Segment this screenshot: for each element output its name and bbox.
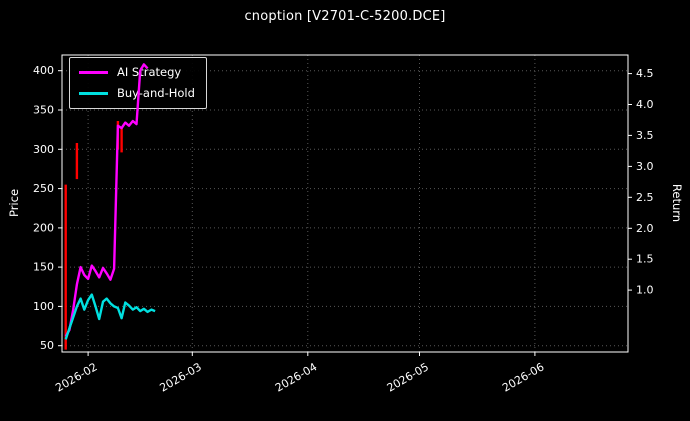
svg-text:2026-06: 2026-06	[500, 360, 546, 394]
y-axis-left-tick-label: 150	[33, 261, 54, 274]
x-axis-tick-label: 2026-03	[157, 360, 203, 394]
y-axis-left-tick-label: 350	[33, 104, 54, 117]
y-axis-right-tick-label: 3.0	[636, 160, 654, 173]
legend-item-buy-and-hold: Buy-and-Hold	[79, 86, 195, 100]
x-axis-tick-label: 2026-04	[273, 360, 319, 394]
y-axis-left-tick-label: 400	[33, 64, 54, 77]
svg-text:2026-03: 2026-03	[157, 360, 203, 394]
y-axis-right-tick-label: 4.5	[636, 67, 654, 80]
y-axis-left-tick-label: 250	[33, 182, 54, 195]
y-axis-left-tick-label: 300	[33, 143, 54, 156]
legend: AI Strategy Buy-and-Hold	[69, 57, 207, 109]
y-axis-right-tick-label: 1.0	[636, 284, 654, 297]
y-axis-left-tick-label: 50	[40, 339, 54, 352]
buy-and-hold-line-swatch	[79, 91, 108, 95]
x-axis-tick-label: 2026-02	[53, 360, 99, 394]
svg-text:2026-05: 2026-05	[385, 360, 431, 394]
x-axis-tick-label: 2026-06	[500, 360, 546, 394]
legend-item-ai-strategy: AI Strategy	[79, 65, 195, 79]
x-axis-tick-label: 2026-05	[385, 360, 431, 394]
y-axis-label-return: Return	[670, 183, 684, 223]
y-axis-right-tick-label: 1.5	[636, 253, 654, 266]
y-axis-left-tick-label: 200	[33, 221, 54, 234]
page-title: cnoption [V2701-C-5200.DCE]	[244, 9, 446, 24]
y-axis-right-tick-label: 2.5	[636, 191, 654, 204]
y-axis-label-price: Price	[7, 188, 21, 218]
svg-text:2026-02: 2026-02	[53, 360, 99, 394]
legend-label-buy-and-hold: Buy-and-Hold	[117, 86, 195, 100]
legend-label-ai-strategy: AI Strategy	[117, 65, 182, 79]
y-axis-right-tick-label: 2.0	[636, 222, 654, 235]
y-axis-right-tick-label: 4.0	[636, 98, 654, 111]
y-axis-right-tick-label: 3.5	[636, 129, 654, 142]
plot-border	[61, 54, 629, 353]
ai-strategy-line-swatch	[79, 70, 108, 74]
y-axis-left-tick-label: 100	[33, 300, 54, 313]
svg-text:2026-04: 2026-04	[273, 360, 319, 394]
